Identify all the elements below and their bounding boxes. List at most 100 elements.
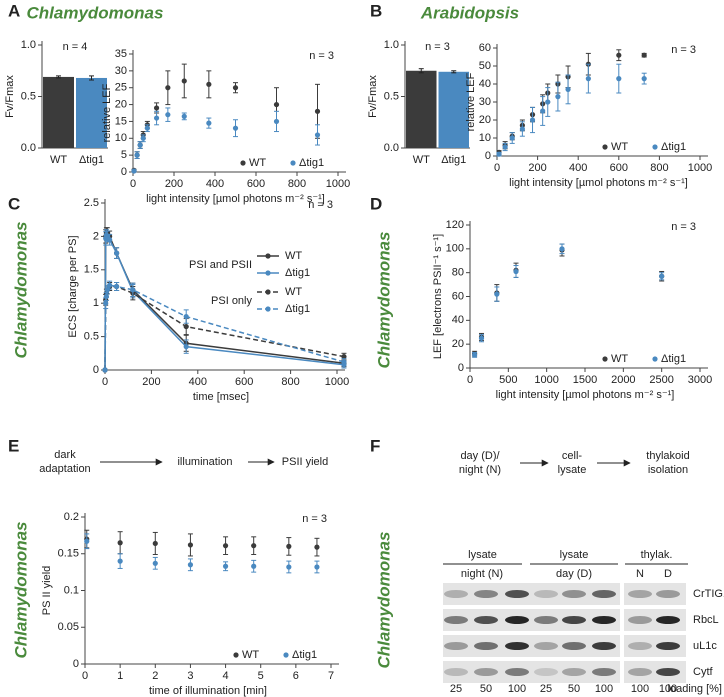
y-tick-label: 2.5 (84, 197, 99, 209)
x-tick-label: 1000 (325, 376, 349, 388)
loading-label: 100 (631, 683, 649, 695)
sample-size: n = 3 (308, 199, 333, 211)
legend-label: WT (242, 649, 259, 661)
data-point (152, 560, 158, 566)
x-tick-label: 1500 (573, 374, 597, 386)
data-point (341, 359, 347, 365)
bar (43, 76, 74, 148)
data-point (134, 152, 140, 158)
data-point (273, 101, 280, 108)
y-axis-title: LEF [electrons PSII⁻¹ s⁻¹] (432, 234, 444, 359)
blot-band (628, 590, 652, 598)
blot-band (592, 642, 616, 650)
legend-label: Δtig1 (299, 157, 324, 169)
data-point (144, 125, 150, 131)
y-tick-label: 30 (115, 65, 127, 77)
error-bar (451, 70, 457, 74)
blot-band (656, 590, 680, 598)
x-tick-label: 1000 (326, 178, 350, 190)
y-tick-label: 0.5 (384, 90, 399, 102)
blot-band (474, 642, 498, 650)
flow-step: adaptation (39, 463, 90, 475)
x-tick-label: 200 (165, 178, 183, 190)
y-tick-label: 0 (121, 166, 127, 178)
legend-marker (240, 160, 246, 166)
data-point (165, 112, 171, 118)
legend-marker (265, 270, 271, 276)
x-tick-label: 1000 (688, 162, 712, 174)
blot-condition: day (D) (556, 568, 592, 580)
y-tick-label: 1.0 (384, 39, 399, 51)
x-tick-label: 400 (206, 178, 224, 190)
data-point (152, 540, 158, 547)
blot-strip (624, 635, 686, 657)
y-axis-title: ECS [charge per PS] (67, 235, 79, 337)
error-bar (418, 68, 424, 74)
blot-band (505, 668, 529, 676)
blot-band (474, 616, 498, 624)
x-tick-label: 600 (235, 376, 253, 388)
data-point (519, 126, 525, 132)
flow-step: cell- (562, 450, 583, 462)
blot-strip (443, 609, 620, 631)
blot-band (444, 642, 468, 650)
y-axis-title: PS II yield (41, 566, 53, 616)
y-tick-label: 20 (452, 338, 464, 350)
blot-condition: D (664, 568, 672, 580)
data-point (232, 85, 239, 91)
blot-band (592, 590, 616, 598)
blot-strip (443, 661, 620, 683)
y-tick-label: 0.5 (84, 331, 99, 343)
legend-marker (602, 144, 608, 150)
data-point (509, 135, 515, 141)
data-point (153, 115, 160, 121)
bar (438, 71, 469, 148)
y-tick-label: 20 (479, 114, 491, 126)
data-point (114, 250, 120, 256)
y-tick-label: 0.15 (58, 548, 79, 560)
y-tick-label: 80 (452, 267, 464, 279)
data-point (478, 335, 485, 341)
x-tick-label: 800 (281, 376, 299, 388)
data-point (314, 544, 320, 550)
data-point (286, 564, 292, 570)
blot-group: lysate (468, 549, 497, 561)
x-tick-label: 400 (189, 376, 207, 388)
data-point (251, 543, 257, 549)
blot-band (628, 668, 652, 676)
blot-row-label: Cytf (693, 666, 714, 678)
y-tick-label: 0 (458, 362, 464, 374)
blot-band (444, 668, 468, 676)
legend-group-title: PSI and PSII (189, 259, 252, 271)
data-point (494, 291, 500, 297)
y-tick-label: 1.0 (21, 39, 36, 51)
x-tick-label: 2000 (611, 374, 635, 386)
panel-letter: A (8, 1, 20, 20)
bar (406, 70, 437, 148)
x-tick-label: 0 (494, 162, 500, 174)
x-tick-label: 800 (288, 178, 306, 190)
blot-strip (443, 635, 620, 657)
x-tick-label: 3000 (688, 374, 712, 386)
organism-label: Arabidopsis (420, 3, 519, 22)
blot-condition: N (636, 568, 644, 580)
blot-band (505, 590, 529, 598)
blot-band (534, 642, 558, 650)
data-point (183, 313, 189, 320)
series-line (104, 284, 345, 371)
data-point (84, 538, 90, 544)
data-point (585, 76, 591, 82)
data-point (616, 76, 622, 82)
legend-marker (652, 356, 658, 362)
y-tick-label: 10 (479, 132, 491, 144)
data-point (641, 76, 647, 82)
x-tick-label: 1 (117, 670, 123, 682)
sample-size: n = 3 (671, 44, 696, 56)
data-point (130, 287, 136, 293)
organism-label: Chlamydomonas (27, 3, 164, 22)
organism-label: Chlamydomonas (374, 532, 393, 669)
y-tick-label: 0 (485, 150, 491, 162)
legend-label: WT (285, 250, 302, 262)
flow-step: PSII yield (282, 456, 328, 468)
y-tick-label: 0 (93, 364, 99, 376)
